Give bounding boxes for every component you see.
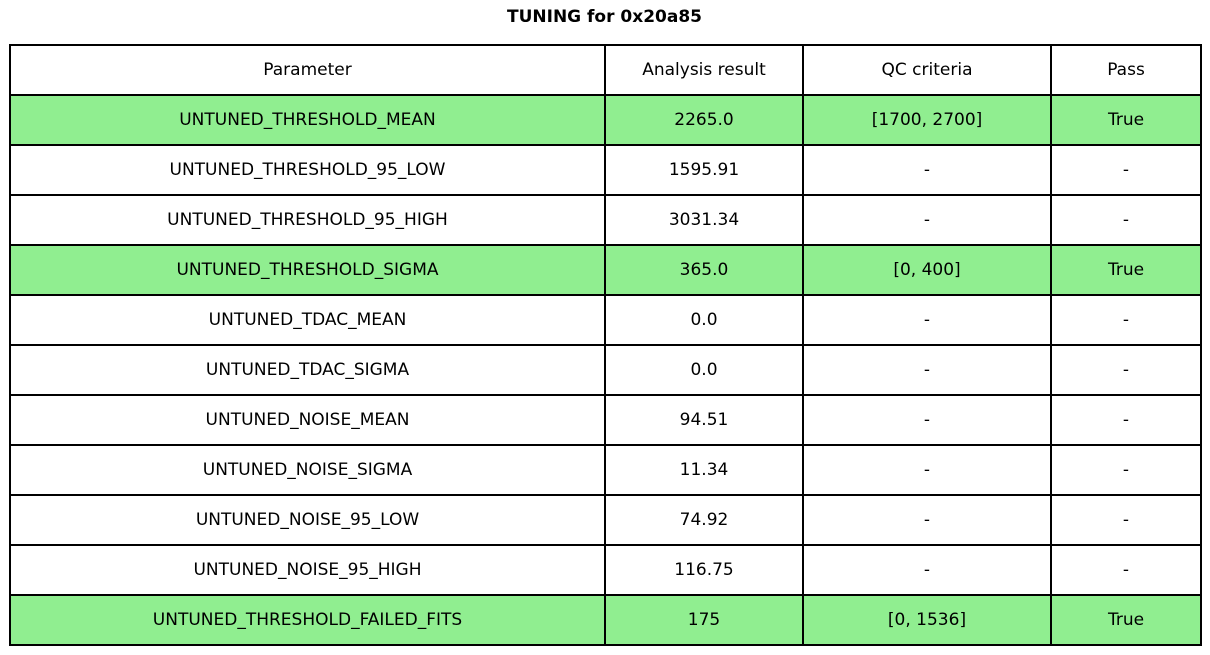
analysis-result-cell: 0.0 — [604, 344, 804, 396]
table-row: UNTUNED_NOISE_95_LOW 74.92- - — [9, 494, 1202, 546]
qc-criteria-cell: - — [802, 444, 1052, 496]
qc-criteria-cell: [0, 1536] — [802, 594, 1052, 646]
pass-cell: - — [1050, 544, 1202, 596]
analysis-result-cell: 3031.34 — [604, 194, 804, 246]
analysis-result-cell: 365.0 — [604, 244, 804, 296]
pass-cell: True — [1050, 594, 1202, 646]
analysis-result-cell: 1595.91 — [604, 144, 804, 196]
parameter-cell: UNTUNED_THRESHOLD_MEAN — [9, 94, 606, 146]
qc-criteria-cell: - — [802, 194, 1052, 246]
parameter-cell: UNTUNED_NOISE_SIGMA — [9, 444, 606, 496]
parameter-cell: UNTUNED_THRESHOLD_95_LOW — [9, 144, 606, 196]
pass-cell: - — [1050, 294, 1202, 346]
parameter-cell: UNTUNED_TDAC_MEAN — [9, 294, 606, 346]
table-row: UNTUNED_NOISE_MEAN 94.51- - — [9, 394, 1202, 446]
analysis-result-cell: 2265.0 — [604, 94, 804, 146]
qc-criteria-cell: - — [802, 394, 1052, 446]
parameter-cell: UNTUNED_THRESHOLD_SIGMA — [9, 244, 606, 296]
parameter-cell: UNTUNED_NOISE_MEAN — [9, 394, 606, 446]
analysis-result-cell: 0.0 — [604, 294, 804, 346]
table-header-row: Parameter Analysis result QC criteria Pa… — [9, 44, 1202, 96]
analysis-result-cell: 74.92 — [604, 494, 804, 546]
qc-criteria-cell: - — [802, 294, 1052, 346]
qc-criteria-cell: - — [802, 144, 1052, 196]
pass-cell: - — [1050, 344, 1202, 396]
table-row: UNTUNED_THRESHOLD_95_HIGH 3031.34- - — [9, 194, 1202, 246]
analysis-result-cell: 94.51 — [604, 394, 804, 446]
pass-cell: - — [1050, 444, 1202, 496]
column-header-analysis-result: Analysis result — [604, 44, 804, 96]
table-row: UNTUNED_TDAC_SIGMA 0.0- - — [9, 344, 1202, 396]
pass-cell: - — [1050, 494, 1202, 546]
pass-cell: True — [1050, 94, 1202, 146]
qc-criteria-cell: [0, 400] — [802, 244, 1052, 296]
analysis-result-cell: 11.34 — [604, 444, 804, 496]
table-body: UNTUNED_THRESHOLD_MEAN 2265.0 [1700, 2700]… — [9, 94, 1202, 646]
column-header-qc-criteria: QC criteria — [802, 44, 1052, 96]
parameter-cell: UNTUNED_NOISE_95_HIGH — [9, 544, 606, 596]
column-header-pass: Pass — [1050, 44, 1202, 96]
pass-cell: - — [1050, 394, 1202, 446]
qc-criteria-cell: - — [802, 494, 1052, 546]
column-header-parameter: Parameter — [9, 44, 606, 96]
pass-cell: True — [1050, 244, 1202, 296]
figure-title: TUNING for 0x20a85 — [506, 7, 702, 27]
table-row: UNTUNED_THRESHOLD_95_LOW 1595.91- - — [9, 144, 1202, 196]
analysis-result-cell: 175 — [604, 594, 804, 646]
pass-cell: - — [1050, 144, 1202, 196]
qc-criteria-cell: [1700, 2700] — [802, 94, 1052, 146]
parameter-cell: UNTUNED_THRESHOLD_95_HIGH — [9, 194, 606, 246]
parameter-cell: UNTUNED_THRESHOLD_FAILED_FITS — [9, 594, 606, 646]
table-row: UNTUNED_NOISE_95_HIGH 116.75- - — [9, 544, 1202, 596]
analysis-result-cell: 116.75 — [604, 544, 804, 596]
pass-cell: - — [1050, 194, 1202, 246]
parameter-cell: UNTUNED_NOISE_95_LOW — [9, 494, 606, 546]
table-row: UNTUNED_THRESHOLD_MEAN 2265.0 [1700, 2700]… — [9, 94, 1202, 146]
parameter-cell: UNTUNED_TDAC_SIGMA — [9, 344, 606, 396]
qc-criteria-cell: - — [802, 544, 1052, 596]
tuning-qc-table: Parameter Analysis result QC criteria Pa… — [9, 44, 1202, 646]
table-row: UNTUNED_THRESHOLD_FAILED_FITS 175 [0, 1536… — [9, 594, 1202, 646]
table-row: UNTUNED_THRESHOLD_SIGMA 365.0 [0, 400] True — [9, 244, 1202, 296]
qc-criteria-cell: - — [802, 344, 1052, 396]
table-row: UNTUNED_NOISE_SIGMA 11.34- - — [9, 444, 1202, 496]
table-row: UNTUNED_TDAC_MEAN 0.0- - — [9, 294, 1202, 346]
